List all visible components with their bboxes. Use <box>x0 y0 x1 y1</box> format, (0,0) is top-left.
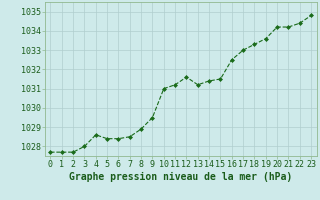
X-axis label: Graphe pression niveau de la mer (hPa): Graphe pression niveau de la mer (hPa) <box>69 172 292 182</box>
